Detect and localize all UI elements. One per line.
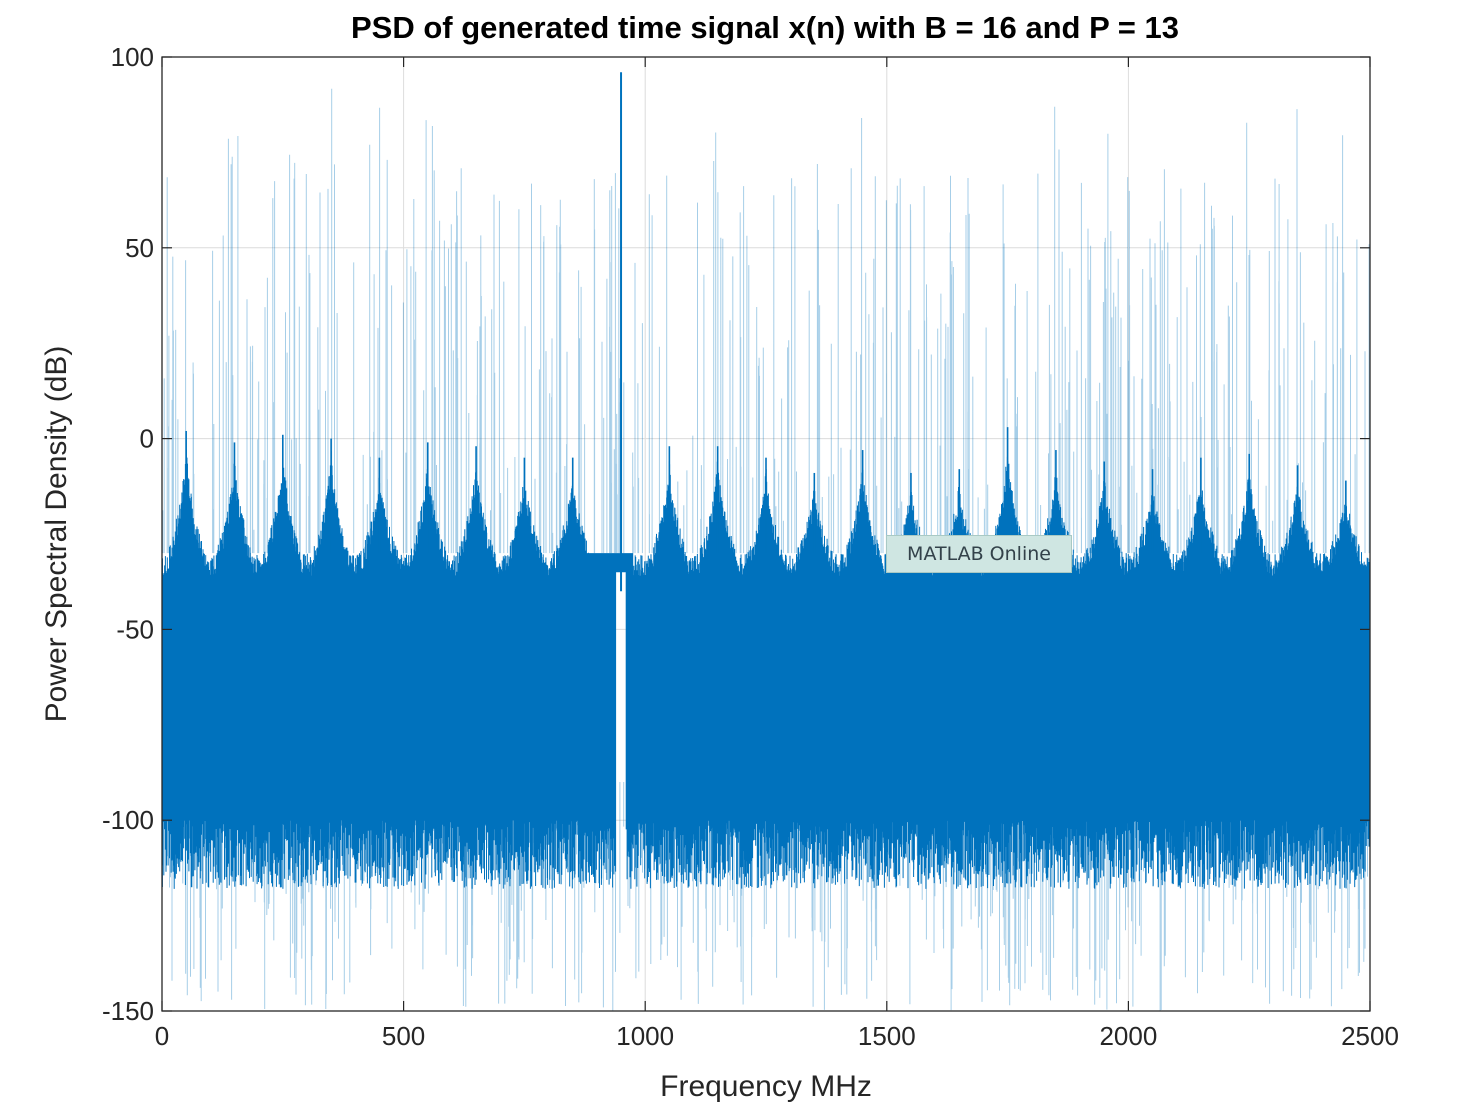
y-tick-label-0: 100 [111,42,154,72]
x-tick-label-1: 500 [382,1021,425,1051]
matlab-online-tooltip: MATLAB Online [886,535,1072,573]
y-axis-label: Power Spectral Density (dB) [40,346,73,723]
y-tick-label-2: 0 [140,424,154,454]
x-tick-label-5: 2500 [1341,1021,1399,1051]
x-axis-label: Frequency MHz [660,1070,872,1103]
y-tick-label-4: -100 [102,805,154,835]
x-tick-label-0: 0 [155,1021,169,1051]
x-tick-label-3: 1500 [858,1021,916,1051]
x-tick-label-2: 1000 [616,1021,674,1051]
y-tick-label-3: -50 [116,614,154,644]
plot-frame [161,56,1371,1012]
y-tick-label-1: 50 [125,233,154,263]
y-tick-label-5: -150 [102,996,154,1026]
x-tick-label-4: 2000 [1099,1021,1157,1051]
chart-title: PSD of generated time signal x(n) with B… [351,10,1179,45]
